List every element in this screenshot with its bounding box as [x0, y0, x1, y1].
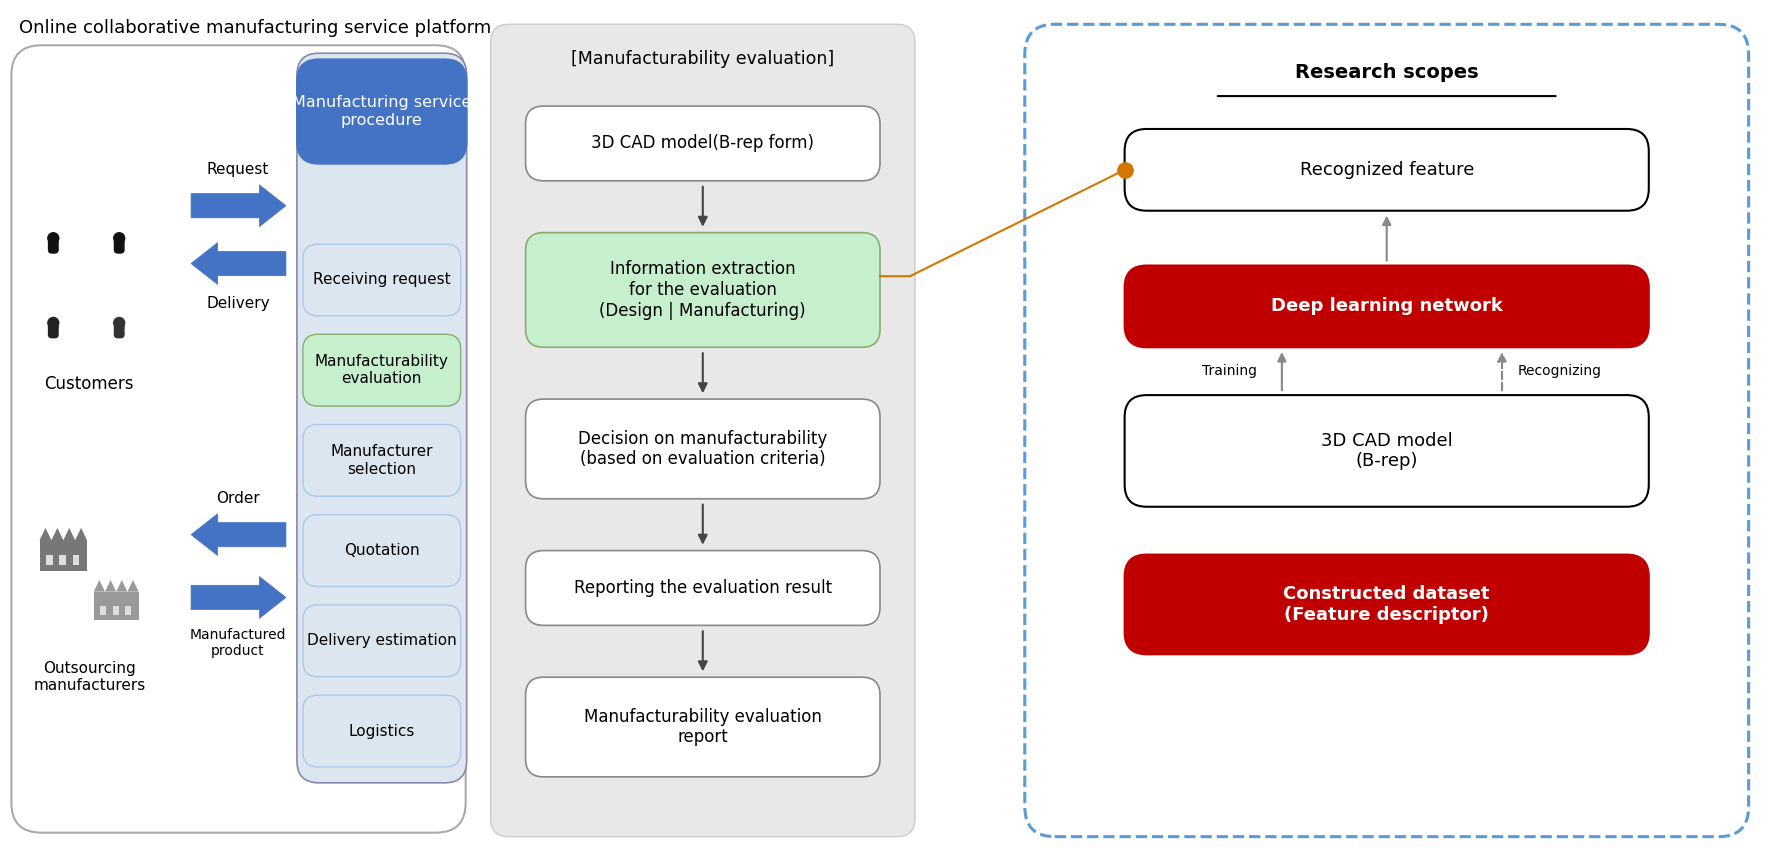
Bar [113, 606, 119, 615]
Bar [39, 540, 87, 571]
Text: Training: Training [1203, 364, 1258, 378]
Text: Recognizing: Recognizing [1518, 364, 1603, 378]
Bar [94, 591, 138, 621]
FancyBboxPatch shape [525, 677, 879, 777]
Text: Customers: Customers [44, 375, 134, 393]
FancyBboxPatch shape [490, 24, 915, 836]
FancyBboxPatch shape [525, 233, 879, 348]
Text: Decision on manufacturability
(based on evaluation criteria): Decision on manufacturability (based on … [578, 430, 828, 468]
Polygon shape [191, 577, 287, 618]
Circle shape [48, 318, 58, 329]
FancyBboxPatch shape [113, 323, 124, 338]
Text: Logistics: Logistics [348, 723, 416, 739]
Polygon shape [39, 528, 87, 540]
Polygon shape [94, 580, 138, 591]
FancyBboxPatch shape [302, 695, 460, 767]
Text: Outsourcing
manufacturers: Outsourcing manufacturers [34, 661, 145, 693]
FancyBboxPatch shape [1125, 395, 1649, 507]
Text: Research scopes: Research scopes [1295, 62, 1479, 81]
FancyBboxPatch shape [525, 399, 879, 499]
Text: 3D CAD model
(B-rep): 3D CAD model (B-rep) [1321, 431, 1452, 470]
Circle shape [113, 318, 124, 329]
Text: Manufacturer
selection: Manufacturer selection [331, 444, 433, 477]
Text: [Manufacturability evaluation]: [Manufacturability evaluation] [571, 51, 835, 68]
FancyBboxPatch shape [1125, 265, 1649, 348]
Text: Manufactured
product: Manufactured product [189, 628, 287, 658]
Bar [46, 556, 53, 565]
Text: 3D CAD model(B-rep form): 3D CAD model(B-rep form) [591, 134, 814, 152]
Bar [126, 606, 131, 615]
FancyBboxPatch shape [525, 106, 879, 181]
Bar [73, 556, 80, 565]
Bar [101, 606, 106, 615]
Polygon shape [191, 185, 287, 227]
Polygon shape [191, 514, 287, 556]
FancyBboxPatch shape [302, 514, 460, 586]
FancyBboxPatch shape [297, 53, 467, 783]
Text: Delivery estimation: Delivery estimation [306, 633, 456, 648]
Text: Request: Request [207, 163, 269, 177]
Text: Manufacturability evaluation
report: Manufacturability evaluation report [584, 708, 823, 746]
Text: Delivery: Delivery [207, 296, 271, 311]
Text: Manufacturability
evaluation: Manufacturability evaluation [315, 354, 449, 386]
Circle shape [48, 233, 58, 244]
FancyBboxPatch shape [1024, 24, 1748, 836]
Bar [60, 556, 65, 565]
FancyBboxPatch shape [302, 244, 460, 316]
Text: Reporting the evaluation result: Reporting the evaluation result [573, 579, 831, 597]
FancyBboxPatch shape [525, 550, 879, 626]
FancyBboxPatch shape [302, 425, 460, 496]
Text: Receiving request: Receiving request [313, 272, 451, 288]
FancyBboxPatch shape [302, 605, 460, 677]
Circle shape [113, 233, 124, 244]
FancyBboxPatch shape [113, 238, 124, 253]
FancyBboxPatch shape [48, 238, 58, 253]
Text: Order: Order [216, 491, 260, 506]
FancyBboxPatch shape [302, 335, 460, 406]
Text: Constructed dataset
(Feature descriptor): Constructed dataset (Feature descriptor) [1284, 585, 1489, 624]
Text: Deep learning network: Deep learning network [1270, 297, 1502, 315]
FancyBboxPatch shape [297, 59, 467, 163]
Text: Quotation: Quotation [343, 543, 419, 558]
Text: Information extraction
for the evaluation
(Design | Manufacturing): Information extraction for the evaluatio… [600, 260, 807, 320]
FancyBboxPatch shape [1125, 555, 1649, 654]
Text: Manufacturing service
procedure: Manufacturing service procedure [292, 95, 472, 128]
Text: Recognized feature: Recognized feature [1300, 161, 1474, 179]
FancyBboxPatch shape [11, 45, 465, 833]
FancyBboxPatch shape [48, 323, 58, 338]
FancyBboxPatch shape [1125, 129, 1649, 211]
Polygon shape [191, 242, 287, 284]
Text: Online collaborative manufacturing service platform: Online collaborative manufacturing servi… [19, 20, 492, 38]
